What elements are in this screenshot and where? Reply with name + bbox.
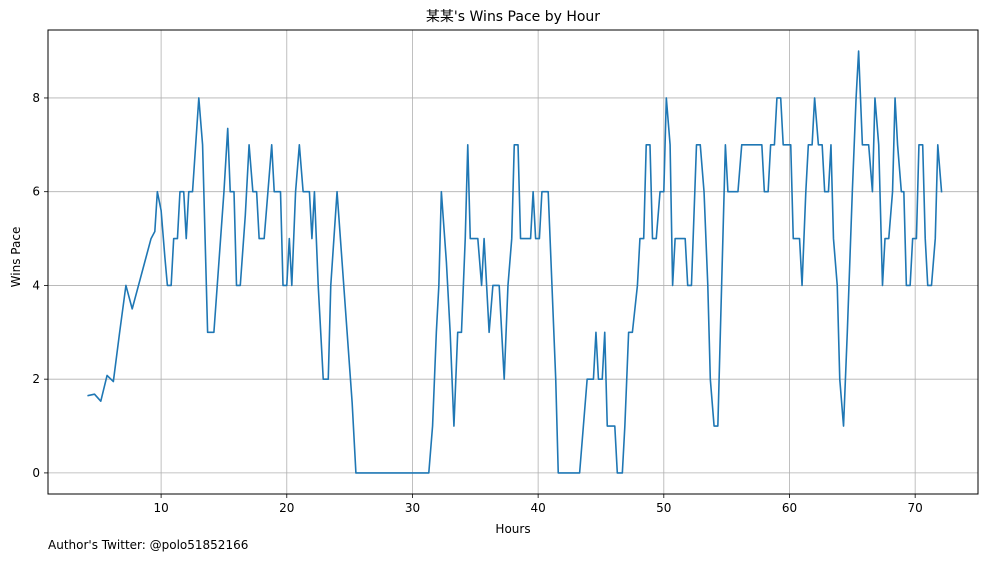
x-tick-label: 50 [656,501,671,515]
chart-title: 某某's Wins Pace by Hour [426,9,600,25]
x-tick-label: 30 [405,501,420,515]
x-tick-label: 10 [153,501,168,515]
y-tick-label: 6 [32,185,40,199]
y-tick-label: 4 [32,278,40,292]
axis-ticks: 10 20 30 40 50 60 70 0 2 4 6 8 [32,91,922,515]
x-tick-label: 60 [782,501,797,515]
series-layer [87,50,943,474]
x-tick-label: 70 [908,501,923,515]
x-axis-label: Hours [495,522,530,536]
y-tick-label: 0 [32,466,40,480]
y-tick-label: 8 [32,91,40,105]
x-tick-label: 40 [530,501,545,515]
y-tick-label: 2 [32,372,40,386]
x-tick-label: 20 [279,501,294,515]
author-note: Author's Twitter: @polo51852166 [48,538,249,552]
plot-area-frame [47,29,979,495]
y-axis-label: Wins Pace [9,227,23,288]
wins-pace-line [87,50,943,474]
gridlines [48,30,978,494]
